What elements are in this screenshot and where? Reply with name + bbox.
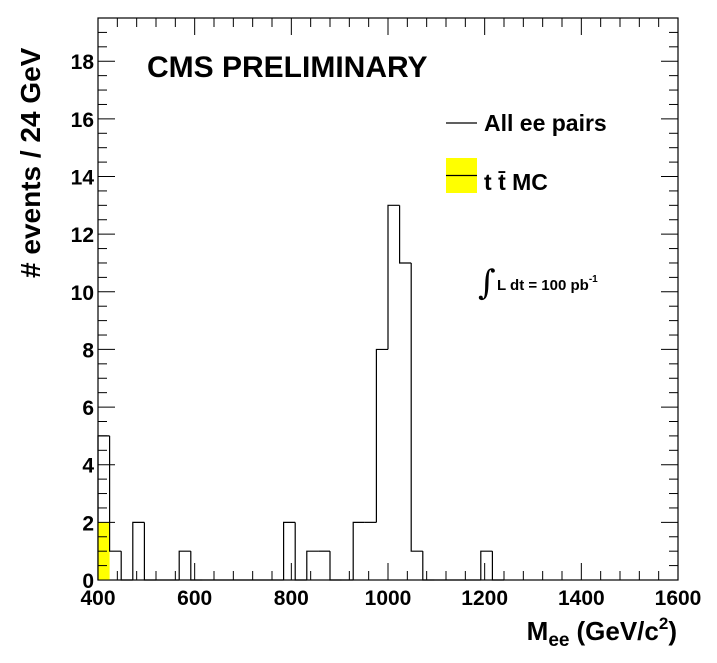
data-bin-16 (283, 521, 296, 580)
x-axis-label-main: M (527, 616, 549, 646)
data-bin-2 (120, 551, 133, 581)
y-tick-label-3: 6 (82, 397, 94, 420)
data-bin-18 (306, 550, 319, 580)
x-tick-label-1: 600 (177, 587, 212, 610)
axis-ticks (97, 17, 679, 581)
data-bin-3 (132, 521, 145, 580)
legend: All ee pairs t t̄ MC (446, 110, 607, 195)
x-axis-label-unit-sup: 2 (659, 614, 668, 633)
y-tick-label-6: 12 (71, 224, 94, 247)
y-tick-label-1: 2 (82, 512, 94, 535)
data-bin-24 (375, 348, 388, 523)
y-tick-label-2: 4 (82, 455, 94, 478)
y-tick-label-0: 0 (82, 570, 94, 593)
legend-label-ttbar-t: t (484, 169, 492, 195)
luminosity-unit-sup: -1 (589, 274, 598, 285)
luminosity-value: L dt = 100 pb (497, 277, 589, 294)
data-bin-1 (109, 435, 122, 552)
x-tick-label-2: 800 (274, 587, 309, 610)
data-bin-17 (294, 522, 307, 581)
chart-title: CMS PRELIMINARY (147, 51, 428, 84)
data-bin-33 (480, 550, 493, 580)
axis-tick-labels: 400 600 800 1000 1200 1400 1600 0 2 4 6 8 10 12 14 16 18 (71, 51, 702, 610)
legend-label-ttbar: t t̄ MC (484, 169, 548, 195)
y-tick-label-7: 14 (71, 167, 95, 190)
x-tick-label-4: 1200 (461, 587, 508, 610)
data-bin-26 (399, 205, 412, 264)
x-tick-label-6: 1600 (655, 587, 702, 610)
y-tick-label-9: 18 (71, 51, 95, 74)
data-bin-25 (387, 204, 400, 350)
data-bin-28 (422, 551, 435, 581)
y-tick-label-5: 10 (71, 282, 94, 305)
integral-symbol: ∫ (478, 263, 496, 303)
legend-label-all-ee: All ee pairs (484, 110, 607, 136)
data-bin-27 (410, 262, 423, 552)
x-axis-label-unit: (GeV/c (576, 616, 658, 646)
legend-label-ttbar-mc: MC (512, 169, 548, 195)
data-histogram-layer (97, 204, 504, 581)
y-axis-label: # events / 24 GeV (15, 47, 46, 278)
x-axis-label-sub: ee (548, 630, 569, 651)
data-bin-7 (178, 550, 191, 580)
y-tick-label-8: 16 (71, 109, 94, 132)
legend-label-ttbar-tbar: t̄ (498, 169, 506, 195)
x-tick-label-5: 1400 (558, 587, 605, 610)
luminosity-annotation: ∫ L dt = 100 pb-1 (478, 263, 598, 303)
data-bin-4 (143, 522, 156, 581)
data-bin-20 (329, 551, 342, 581)
x-tick-label-0: 400 (80, 587, 115, 610)
x-tick-label-3: 1000 (365, 587, 412, 610)
luminosity-text: L dt = 100 pb-1 (497, 274, 598, 294)
x-axis-label-unit-close: ) (668, 616, 677, 646)
data-bin-34 (491, 551, 504, 581)
data-bin-8 (190, 551, 203, 581)
data-bin-22 (352, 521, 365, 580)
x-axis-label: Mee (GeV/c2) (527, 614, 677, 651)
y-tick-label-4: 8 (82, 339, 94, 362)
